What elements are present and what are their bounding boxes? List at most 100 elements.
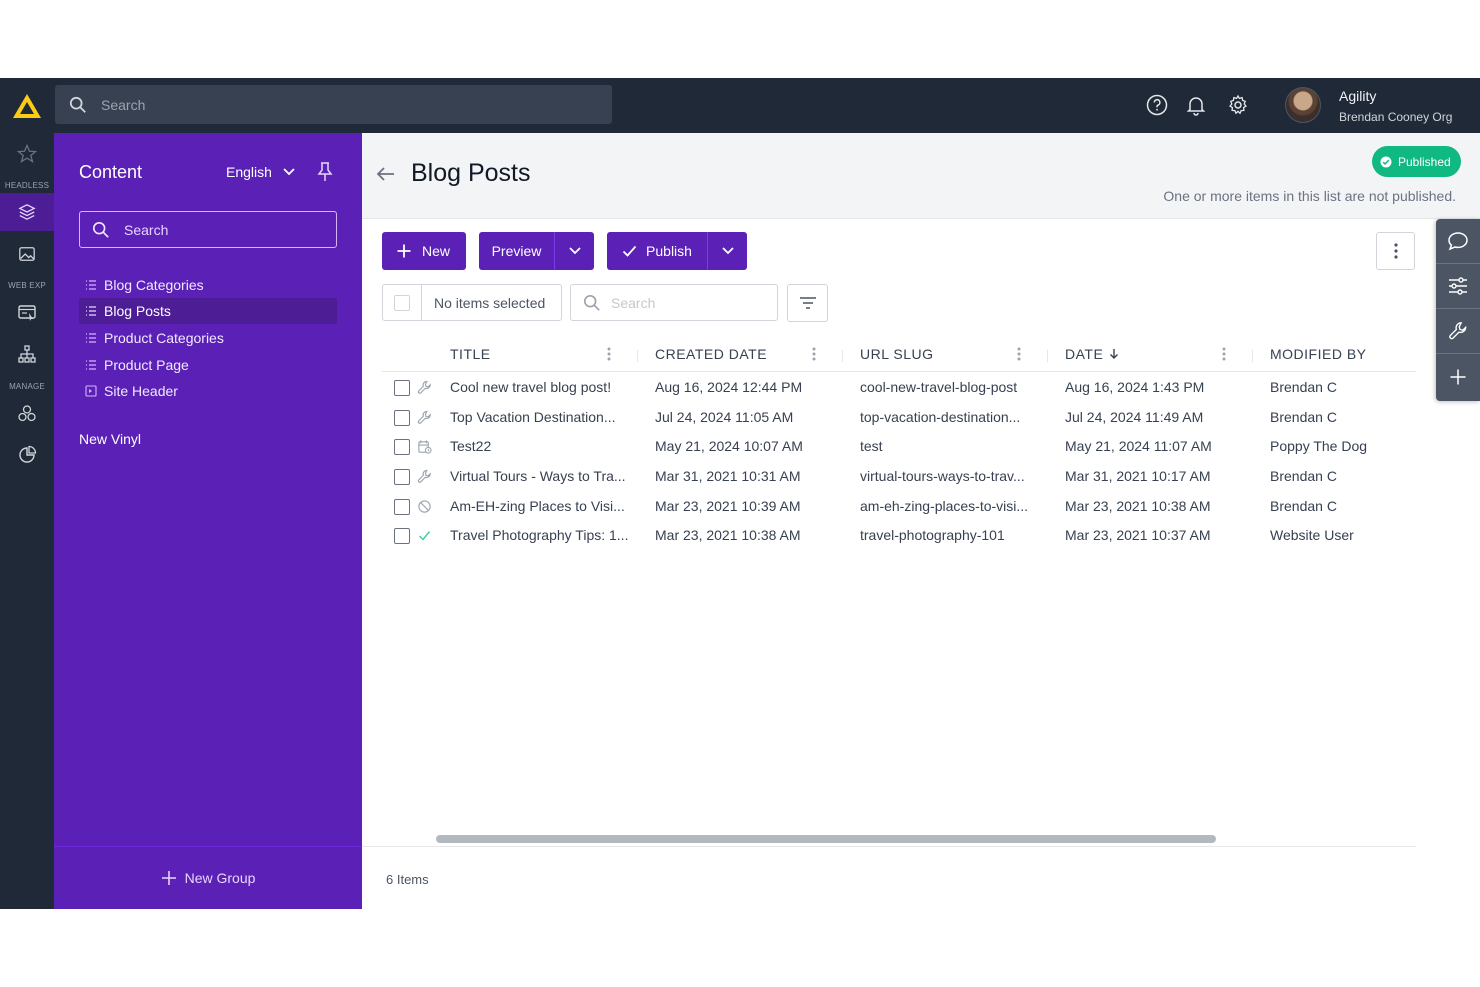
org-subtitle[interactable]: Brendan Cooney Org xyxy=(1339,110,1453,124)
list-search-input[interactable] xyxy=(611,294,761,311)
left-rail: HEADLESS WEB EXP MANAGE xyxy=(0,133,54,909)
plus-icon xyxy=(161,871,176,885)
cell-date: Mar 31, 2021 10:17 AM xyxy=(1065,468,1211,485)
cell-url-slug: test xyxy=(860,438,883,455)
sitemap-icon[interactable] xyxy=(0,335,54,373)
column-header-created-date[interactable]: CREATED DATE xyxy=(655,346,767,362)
global-search-input[interactable] xyxy=(101,96,551,113)
cell-title[interactable]: Cool new travel blog post! xyxy=(450,379,612,395)
publish-button[interactable]: Publish xyxy=(607,243,707,259)
table-row[interactable]: Travel Photography Tips: 1... Mar 23, 20… xyxy=(382,521,1416,551)
table-row[interactable]: Top Vacation Destination... Jul 24, 2024… xyxy=(382,403,1416,433)
analytics-pie-icon[interactable] xyxy=(0,436,54,474)
cell-title[interactable]: Top Vacation Destination... xyxy=(450,408,616,425)
wrench-tools-icon[interactable] xyxy=(1436,309,1480,354)
rail-label-webexp: WEB EXP xyxy=(8,281,46,290)
gear-icon[interactable] xyxy=(1227,94,1249,116)
table-row[interactable]: Virtual Tours - Ways to Tra... Mar 31, 2… xyxy=(382,462,1416,492)
column-menu-icon[interactable] xyxy=(1014,345,1024,368)
new-button-label: New xyxy=(422,243,451,259)
org-name[interactable]: Agility xyxy=(1339,88,1377,104)
grid-header: TITLE CREATED DATE URL SLUG DATE MODIFIE… xyxy=(382,338,1416,372)
column-separator[interactable] xyxy=(1047,350,1048,362)
cell-title[interactable]: Am-EH-zing Places to Visi... xyxy=(450,497,625,514)
table-row[interactable]: Am-EH-zing Places to Visi... Mar 23, 202… xyxy=(382,492,1416,522)
cell-title[interactable]: Test22 xyxy=(450,438,492,455)
content-layers-icon[interactable] xyxy=(0,193,54,231)
status-badge-label: Published xyxy=(1398,154,1451,169)
rail-label-manage: MANAGE xyxy=(9,382,45,391)
add-plus-icon[interactable] xyxy=(1436,354,1480,399)
sidebar-item-label: Product Categories xyxy=(104,330,224,346)
column-menu-icon[interactable] xyxy=(809,345,819,368)
cell-date: Aug 16, 2024 1:43 PM xyxy=(1065,379,1205,395)
table-row[interactable]: Cool new travel blog post! Aug 16, 2024 … xyxy=(382,373,1416,403)
global-search[interactable] xyxy=(55,85,612,124)
select-all-checkbox[interactable] xyxy=(394,294,410,311)
column-separator[interactable] xyxy=(637,350,638,362)
search-icon xyxy=(69,96,86,113)
cell-modified-by: Brendan C xyxy=(1270,497,1337,514)
list-search[interactable] xyxy=(570,284,778,321)
cell-url-slug: travel-photography-101 xyxy=(860,527,1005,544)
cell-date: May 21, 2024 11:07 AM xyxy=(1065,438,1212,455)
language-select[interactable]: English xyxy=(226,164,296,180)
pin-icon[interactable] xyxy=(316,161,334,188)
pages-icon[interactable] xyxy=(0,294,54,332)
cell-title[interactable]: Virtual Tours - Ways to Tra... xyxy=(450,468,626,485)
column-header-url-slug[interactable]: URL SLUG xyxy=(860,346,934,362)
status-badge: Published xyxy=(1372,146,1461,177)
agility-logo[interactable] xyxy=(0,78,54,133)
avatar[interactable] xyxy=(1285,87,1321,123)
media-image-icon[interactable] xyxy=(0,235,54,273)
new-button[interactable]: New xyxy=(382,232,466,270)
row-checkbox[interactable] xyxy=(394,528,410,545)
sidebar-group-new-vinyl[interactable]: New Vinyl xyxy=(79,431,141,447)
search-icon xyxy=(92,221,109,238)
sidebar-search[interactable] xyxy=(79,211,337,248)
sidebar-item-site-header[interactable]: Site Header xyxy=(79,378,337,404)
cell-title[interactable]: Travel Photography Tips: 1... xyxy=(450,527,629,544)
filter-button[interactable] xyxy=(787,284,828,322)
publish-dropdown[interactable] xyxy=(707,232,747,270)
help-icon[interactable] xyxy=(1146,94,1168,116)
sidebar-item-product-page[interactable]: Product Page xyxy=(79,352,337,378)
bell-icon[interactable] xyxy=(1185,94,1207,116)
models-cubes-icon[interactable] xyxy=(0,395,54,433)
sliders-icon[interactable] xyxy=(1436,264,1480,309)
row-checkbox[interactable] xyxy=(394,409,410,426)
new-group-button[interactable]: New Group xyxy=(54,846,362,909)
comment-icon[interactable] xyxy=(1436,219,1480,264)
row-checkbox[interactable] xyxy=(394,380,410,396)
column-header-title[interactable]: TITLE xyxy=(450,346,491,362)
favorites-star-icon[interactable] xyxy=(0,135,54,173)
sidebar-item-product-categories[interactable]: Product Categories xyxy=(79,325,337,351)
preview-button[interactable]: Preview xyxy=(491,243,542,259)
row-checkbox[interactable] xyxy=(394,498,410,515)
more-options-button[interactable] xyxy=(1376,232,1415,270)
table-row[interactable]: Test22 May 21, 2024 10:07 AM test May 21… xyxy=(382,432,1416,462)
row-checkbox[interactable] xyxy=(394,439,410,456)
sidebar-search-input[interactable] xyxy=(124,221,324,238)
horizontal-scrollbar[interactable] xyxy=(436,835,1216,843)
sidebar-item-blog-categories[interactable]: Blog Categories xyxy=(79,272,337,298)
sort-down-arrow-icon xyxy=(1110,349,1119,359)
column-header-date[interactable]: DATE xyxy=(1065,346,1119,362)
back-arrow-icon[interactable] xyxy=(376,166,396,187)
column-menu-icon[interactable] xyxy=(1219,345,1229,368)
component-icon xyxy=(85,385,97,397)
vertical-dots-icon xyxy=(1393,243,1398,259)
main-panel: Blog Posts Published One or more items i… xyxy=(362,133,1480,909)
column-header-modified-by[interactable]: MODIFIED BY xyxy=(1270,346,1367,362)
selection-text: No items selected xyxy=(434,294,546,311)
column-separator[interactable] xyxy=(842,350,843,362)
column-menu-icon[interactable] xyxy=(604,345,614,368)
sidebar-item-blog-posts[interactable]: Blog Posts xyxy=(79,298,337,324)
row-checkbox[interactable] xyxy=(394,469,410,486)
cell-created-date: Mar 23, 2021 10:38 AM xyxy=(655,527,801,544)
sidebar-item-label: Product Page xyxy=(104,357,189,373)
list-icon xyxy=(86,306,96,316)
sidebar-item-label: Site Header xyxy=(104,383,178,399)
preview-dropdown[interactable] xyxy=(554,232,594,270)
column-separator[interactable] xyxy=(1252,350,1253,362)
